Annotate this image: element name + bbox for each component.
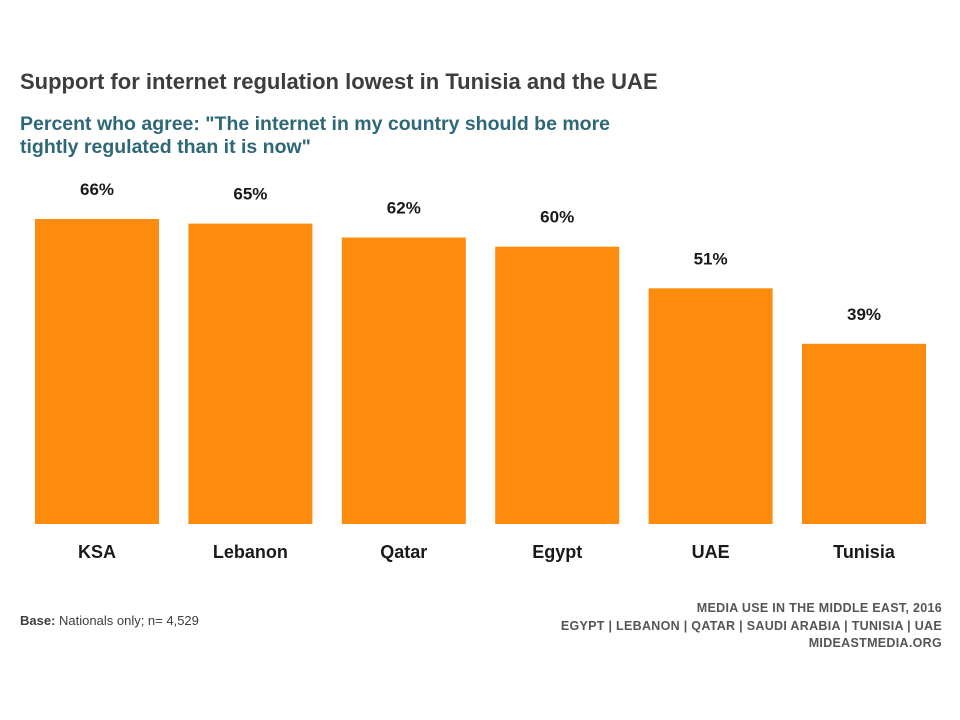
chart-subtitle: Percent who agree: "The internet in my c…: [20, 113, 611, 158]
source-line-3: MIDEASTMEDIA.ORG: [808, 636, 942, 650]
bar-egypt: [495, 246, 620, 524]
bar-tunisia: [802, 343, 926, 524]
bar-ksa: [35, 219, 159, 524]
bar-chart: 66% 65% 62% 60% 51% 39% KSA Lebanon Qatar Egypt U…: [35, 180, 926, 562]
base-note-label: Base:: [20, 613, 56, 628]
value-label-lebanon: 65%: [233, 185, 267, 204]
chart-title: Support for internet regulation lowest i…: [20, 69, 658, 94]
category-label-uae: UAE: [692, 542, 730, 562]
category-labels-group: KSA Lebanon Qatar Egypt UAE Tunisia: [78, 542, 896, 562]
base-note: Base: Nationals only; n= 4,529: [20, 613, 199, 628]
value-label-ksa: 66%: [80, 180, 114, 199]
value-label-uae: 51%: [694, 249, 728, 268]
source-line-1: MEDIA USE IN THE MIDDLE EAST, 2016: [696, 601, 942, 615]
bar-lebanon: [188, 223, 313, 524]
category-label-tunisia: Tunisia: [833, 542, 896, 562]
source-credit: MEDIA USE IN THE MIDDLE EAST, 2016 EGYPT…: [561, 600, 942, 653]
category-label-ksa: KSA: [78, 542, 116, 562]
chart-slide: Support for internet regulation lowest i…: [0, 47, 960, 660]
source-line-2: EGYPT | LEBANON | QATAR | SAUDI ARABIA |…: [560, 618, 942, 633]
value-label-egypt: 60%: [540, 208, 574, 227]
category-label-lebanon: Lebanon: [213, 542, 288, 562]
value-labels-group: 66% 65% 62% 60% 51% 39%: [80, 180, 881, 324]
bars-group: [35, 219, 926, 524]
bar-uae: [648, 288, 773, 524]
value-label-tunisia: 39%: [847, 305, 881, 324]
category-label-qatar: Qatar: [380, 542, 427, 562]
value-label-qatar: 62%: [387, 199, 421, 218]
bar-qatar: [341, 237, 466, 524]
category-label-egypt: Egypt: [532, 542, 582, 562]
base-note-text: Nationals only; n= 4,529: [59, 613, 199, 628]
